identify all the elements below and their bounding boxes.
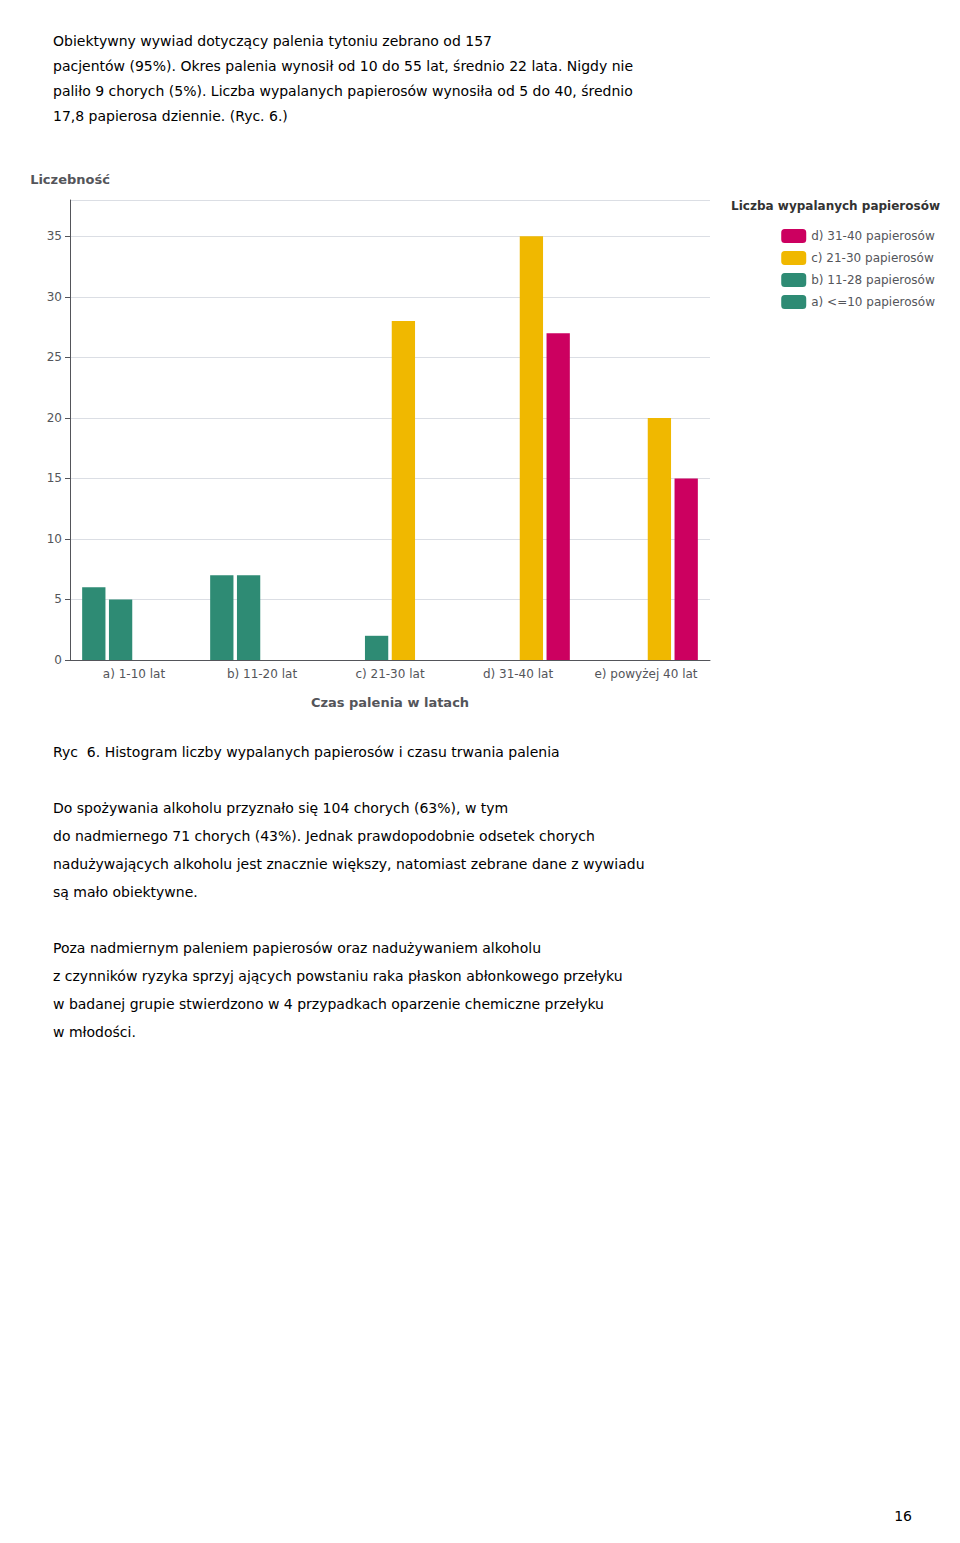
svg-text:paliło 9 chorych (5%). Liczba: paliło 9 chorych (5%). Liczba wypalanych… [53,83,633,99]
svg-text:d) 31-40 papierosów: d) 31-40 papierosów [811,229,935,243]
svg-text:5: 5 [54,592,62,606]
svg-text:pacjentów (95%). Okres palenia: pacjentów (95%). Okres palenia wynosił o… [53,58,633,74]
svg-text:b) 11-28 papierosów: b) 11-28 papierosów [811,273,935,287]
svg-text:d) 31-40 lat: d) 31-40 lat [483,667,553,681]
svg-text:30: 30 [47,290,62,304]
svg-text:b) 11-20 lat: b) 11-20 lat [227,667,297,681]
svg-text:nadużywających alkoholu jest z: nadużywających alkoholu jest znacznie wi… [53,856,645,872]
svg-text:35: 35 [47,229,62,243]
svg-text:20: 20 [47,411,62,425]
svg-text:c) 21-30 lat: c) 21-30 lat [355,667,424,681]
svg-text:Obiektywny wywiad dotyczący pa: Obiektywny wywiad dotyczący palenia tyto… [53,33,492,49]
svg-text:w młodości.: w młodości. [53,1024,136,1040]
svg-text:a) 1-10 lat: a) 1-10 lat [103,667,166,681]
svg-text:e) powyżej 40 lat: e) powyżej 40 lat [594,667,697,681]
svg-text:Czas palenia w latach: Czas palenia w latach [311,695,469,710]
svg-text:c) 21-30 papierosów: c) 21-30 papierosów [811,251,934,265]
svg-text:16: 16 [894,1508,912,1524]
svg-text:25: 25 [47,350,62,364]
svg-text:15: 15 [47,471,62,485]
svg-text:Liczebność: Liczebność [30,172,110,187]
svg-text:Liczba wypalanych papierosów: Liczba wypalanych papierosów [731,199,940,213]
svg-text:Do spożywania alkoholu przyzna: Do spożywania alkoholu przyznało się 104… [53,800,508,816]
svg-text:do nadmiernego 71 chorych (43%: do nadmiernego 71 chorych (43%). Jednak … [53,828,595,844]
svg-text:Poza nadmiernym paleniem papie: Poza nadmiernym paleniem papierosów oraz… [53,940,541,956]
svg-text:17,8 papierosa dziennie. (Ryc.: 17,8 papierosa dziennie. (Ryc. 6.) [53,108,288,124]
svg-text:w badanej grupie stwierdzono w: w badanej grupie stwierdzono w 4 przypad… [53,996,604,1012]
svg-text:10: 10 [47,532,62,546]
svg-text:0: 0 [54,653,62,667]
svg-text:z czynników ryzyka sprzyj ając: z czynników ryzyka sprzyj ających powsta… [53,968,623,984]
svg-text:są mało obiektywne.: są mało obiektywne. [53,884,198,900]
svg-text:Ryc 6. Histogram liczby wypal: Ryc 6. Histogram liczby wypalanych papie… [53,744,560,760]
svg-text:a) <=10 papierosów: a) <=10 papierosów [811,295,935,309]
